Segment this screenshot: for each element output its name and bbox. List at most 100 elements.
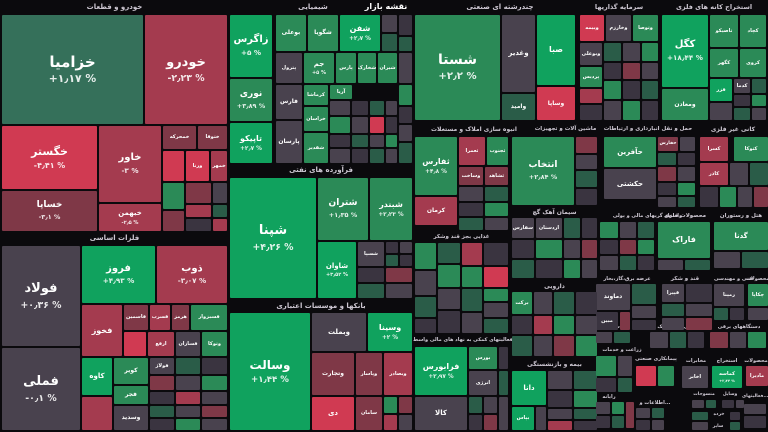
stock-tile[interactable]: ورنا: [186, 151, 209, 181]
mosaic-tile[interactable]: [386, 101, 397, 115]
mosaic-tile[interactable]: [484, 303, 508, 317]
stock-tile[interactable]: آریا: [330, 85, 352, 99]
mosaic-tile[interactable]: [744, 404, 766, 414]
mosaic-tile[interactable]: [459, 203, 483, 216]
mosaic-tile[interactable]: [748, 308, 768, 320]
mosaic-tile[interactable]: [438, 243, 460, 263]
stock-tile[interactable]: چکاپا: [748, 284, 768, 306]
mosaic-tile[interactable]: [574, 421, 597, 430]
mosaic-tile[interactable]: [382, 15, 397, 32]
mosaic-tile[interactable]: [150, 392, 174, 404]
mosaic-tile[interactable]: [186, 205, 211, 217]
mosaic-tile[interactable]: [548, 391, 572, 407]
mosaic-tile[interactable]: [438, 265, 460, 287]
mosaic-tile[interactable]: [564, 240, 580, 258]
stock-tile[interactable]: وسالت +۱٫۴۴ %: [230, 313, 310, 430]
mosaic-tile[interactable]: [400, 255, 412, 266]
stock-tile[interactable]: تاپیکو +۲٫۷ %: [230, 123, 272, 163]
stock-tile[interactable]: برکت: [512, 292, 532, 314]
stock-tile[interactable]: وبصادر: [384, 353, 412, 395]
mosaic-tile[interactable]: [400, 242, 412, 253]
stock-tile[interactable]: خراسان: [304, 107, 328, 131]
mosaic-tile[interactable]: [485, 187, 508, 201]
mosaic-tile[interactable]: [352, 101, 368, 115]
mosaic-tile[interactable]: [678, 153, 695, 165]
mosaic-tile[interactable]: [658, 260, 683, 270]
mosaic-tile[interactable]: [370, 135, 384, 147]
mosaic-tile[interactable]: [358, 284, 384, 298]
stock-tile[interactable]: فزر: [710, 79, 732, 101]
stock-tile[interactable]: کرمان: [415, 197, 457, 225]
mosaic-tile[interactable]: [462, 267, 482, 287]
mosaic-tile[interactable]: [685, 260, 710, 270]
mosaic-tile[interactable]: [213, 205, 227, 217]
stock-tile[interactable]: ذوب -۳٫۰۷ %: [157, 246, 227, 303]
mosaic-tile[interactable]: [636, 408, 650, 418]
stock-tile[interactable]: نوری +۳٫۸۹ %: [230, 79, 272, 121]
mosaic-tile[interactable]: [596, 402, 610, 414]
mosaic-tile[interactable]: [150, 419, 174, 430]
mosaic-tile[interactable]: [554, 292, 574, 314]
mosaic-tile[interactable]: [623, 81, 640, 99]
mosaic-tile[interactable]: [680, 137, 695, 151]
stock-tile[interactable]: مادیرا: [746, 366, 768, 386]
mosaic-tile[interactable]: [370, 149, 384, 163]
mosaic-tile[interactable]: [688, 332, 704, 348]
mosaic-tile[interactable]: [596, 416, 610, 428]
stock-tile[interactable]: وتجارت: [312, 353, 354, 395]
mosaic-tile[interactable]: [574, 391, 597, 407]
mosaic-tile[interactable]: [730, 308, 744, 320]
mosaic-tile[interactable]: [415, 297, 436, 317]
mosaic-tile[interactable]: [604, 43, 621, 61]
mosaic-tile[interactable]: [384, 397, 397, 413]
stock-tile[interactable]: پردیس: [580, 67, 602, 87]
mosaic-tile[interactable]: [626, 402, 634, 428]
mosaic-tile[interactable]: [399, 15, 412, 35]
stock-tile[interactable]: کالا: [415, 397, 467, 430]
mosaic-tile[interactable]: [632, 320, 656, 330]
mosaic-tile[interactable]: [623, 63, 640, 79]
stock-tile[interactable]: خگستر -۴٫۴۱ %: [2, 126, 97, 189]
mosaic-tile[interactable]: [534, 316, 552, 334]
mosaic-tile[interactable]: [738, 187, 752, 207]
mosaic-tile[interactable]: [163, 211, 184, 231]
mosaic-tile[interactable]: [734, 95, 750, 106]
mosaic-tile[interactable]: [692, 422, 708, 430]
mosaic-tile[interactable]: [358, 268, 384, 282]
stock-tile[interactable]: رمپنا: [714, 284, 744, 306]
stock-tile[interactable]: خمهر: [211, 151, 227, 181]
stock-tile[interactable]: انتخاب +۲٫۸۴ %: [512, 137, 574, 205]
stock-tile[interactable]: قپیرا: [662, 284, 684, 302]
stock-tile[interactable]: وامید: [502, 94, 535, 120]
mosaic-tile[interactable]: [485, 203, 508, 216]
mosaic-tile[interactable]: [580, 89, 602, 103]
stock-tile[interactable]: فارس: [276, 85, 302, 119]
mosaic-tile[interactable]: [176, 358, 200, 374]
mosaic-tile[interactable]: [150, 376, 174, 390]
mosaic-tile[interactable]: [632, 306, 656, 318]
mosaic-tile[interactable]: [574, 371, 597, 389]
mosaic-tile[interactable]: [582, 218, 597, 238]
mosaic-tile[interactable]: [604, 81, 621, 99]
mosaic-tile[interactable]: [642, 101, 658, 120]
mosaic-tile[interactable]: [186, 183, 211, 203]
mosaic-tile[interactable]: [202, 358, 227, 374]
mosaic-tile[interactable]: [534, 336, 552, 356]
mosaic-tile[interactable]: [176, 392, 200, 404]
mosaic-tile[interactable]: [686, 304, 712, 316]
stock-tile[interactable]: کدما: [734, 79, 750, 93]
mosaic-tile[interactable]: [484, 397, 497, 413]
mosaic-tile[interactable]: [748, 332, 766, 348]
mosaic-tile[interactable]: [576, 137, 597, 153]
stock-tile[interactable]: جم +۵ %: [304, 53, 334, 83]
stock-tile[interactable]: فسازان: [176, 332, 200, 356]
stock-tile[interactable]: ثشاهد: [485, 167, 508, 185]
mosaic-tile[interactable]: [596, 356, 616, 376]
mosaic-tile[interactable]: [370, 117, 384, 133]
stock-tile[interactable]: فسبزوار: [191, 305, 227, 330]
mosaic-tile[interactable]: [620, 222, 636, 238]
mosaic-tile[interactable]: [686, 284, 712, 302]
mosaic-tile[interactable]: [536, 240, 562, 258]
stock-tile[interactable]: وخارزم: [606, 15, 631, 41]
mosaic-tile[interactable]: [636, 366, 656, 386]
